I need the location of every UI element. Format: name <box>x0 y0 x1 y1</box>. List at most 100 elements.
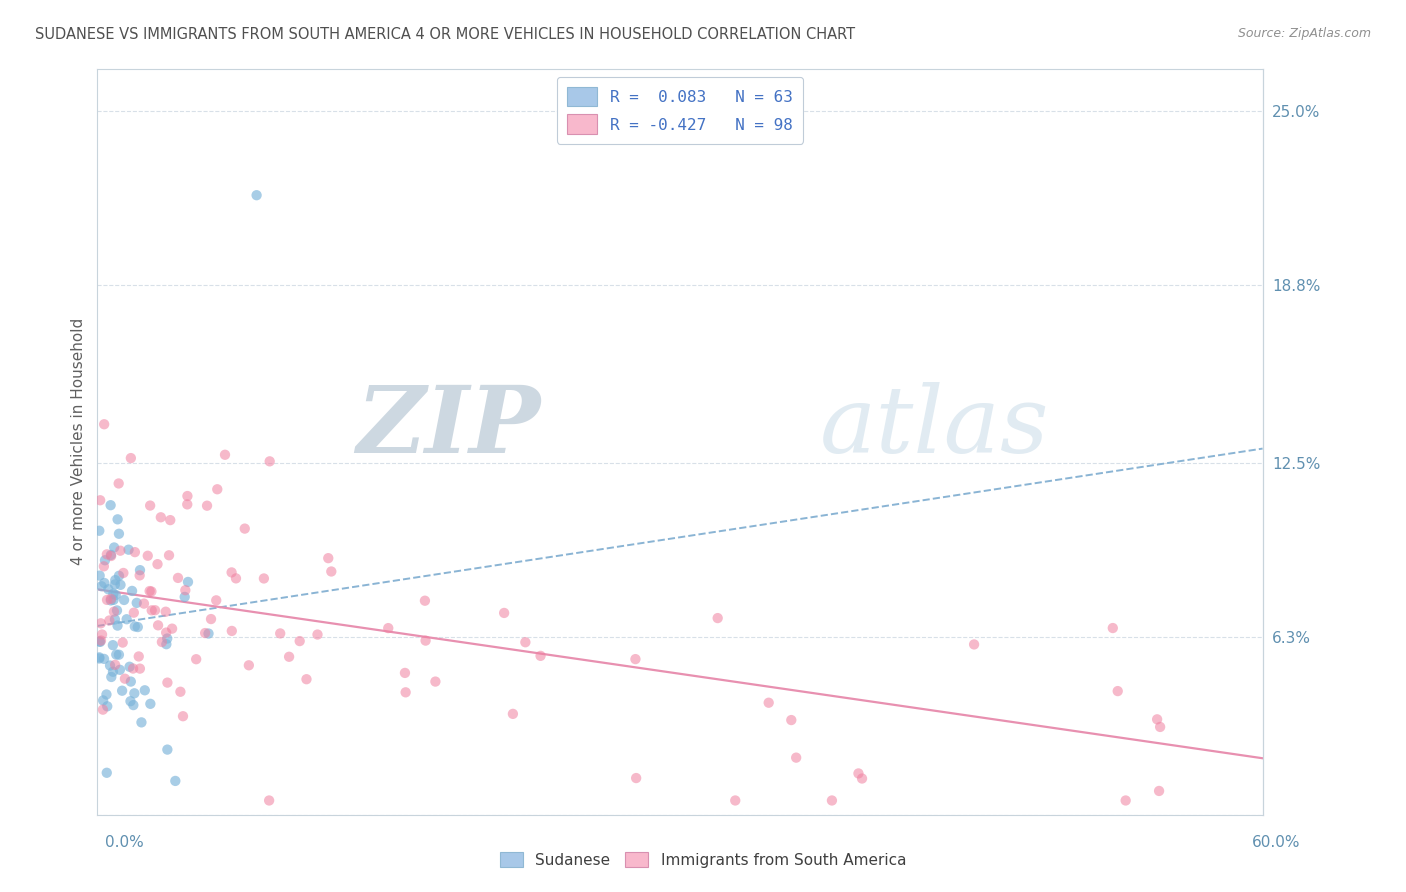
Point <box>149 510 172 524</box>
Point <box>221 566 243 580</box>
Point <box>89 524 111 538</box>
Point <box>259 454 281 468</box>
Point <box>108 526 131 541</box>
Point <box>91 693 114 707</box>
Point <box>93 559 115 574</box>
Text: atlas: atlas <box>820 382 1049 472</box>
Point <box>89 493 111 508</box>
Point <box>118 659 141 673</box>
Point <box>131 715 153 730</box>
Point <box>307 627 329 641</box>
Point <box>295 672 318 686</box>
Point <box>108 648 131 662</box>
Point <box>207 482 229 496</box>
Point <box>174 583 197 598</box>
Point <box>120 694 142 708</box>
Point <box>127 620 149 634</box>
Point <box>176 489 198 503</box>
Point <box>96 547 118 561</box>
Text: 60.0%: 60.0% <box>1253 836 1301 850</box>
Point <box>101 665 124 679</box>
Point <box>93 652 115 666</box>
Point <box>103 593 125 607</box>
Point <box>90 579 112 593</box>
Point <box>848 766 870 780</box>
Point <box>112 566 135 580</box>
Point <box>108 663 131 677</box>
Point <box>1146 712 1168 726</box>
Point <box>122 606 145 620</box>
Point <box>257 793 280 807</box>
Point <box>128 649 150 664</box>
Point <box>91 703 114 717</box>
Point <box>165 773 187 788</box>
Point <box>136 549 159 563</box>
Point <box>100 591 122 606</box>
Point <box>758 696 780 710</box>
Point <box>415 633 437 648</box>
Point <box>233 522 256 536</box>
Point <box>89 634 111 648</box>
Point <box>115 612 138 626</box>
Point <box>104 577 127 591</box>
Point <box>225 571 247 585</box>
Point <box>176 497 198 511</box>
Point <box>134 683 156 698</box>
Point <box>104 573 127 587</box>
Text: ZIP: ZIP <box>356 382 540 472</box>
Point <box>157 549 180 563</box>
Point <box>139 499 162 513</box>
Point <box>93 417 115 432</box>
Point <box>93 576 115 591</box>
Point <box>97 582 120 597</box>
Point <box>146 618 169 632</box>
Point <box>103 605 125 619</box>
Point <box>269 626 291 640</box>
Point <box>413 593 436 607</box>
Point <box>125 596 148 610</box>
Point <box>101 638 124 652</box>
Point <box>124 619 146 633</box>
Point <box>90 616 112 631</box>
Point <box>150 635 173 649</box>
Point <box>96 765 118 780</box>
Point <box>103 587 125 601</box>
Point <box>89 651 111 665</box>
Point <box>129 662 152 676</box>
Point <box>156 632 179 646</box>
Point <box>502 706 524 721</box>
Point <box>395 685 418 699</box>
Point <box>238 658 260 673</box>
Point <box>177 574 200 589</box>
Point <box>288 634 311 648</box>
Point <box>143 603 166 617</box>
Point <box>1101 621 1123 635</box>
Point <box>105 648 128 662</box>
Point <box>167 571 190 585</box>
Point <box>155 625 177 640</box>
Point <box>200 612 222 626</box>
Point <box>98 614 121 628</box>
Point <box>141 584 163 599</box>
Point <box>105 603 128 617</box>
Point <box>186 652 208 666</box>
Point <box>100 498 122 512</box>
Point <box>141 603 163 617</box>
Point <box>111 635 134 649</box>
Point <box>515 635 537 649</box>
Point <box>624 771 647 785</box>
Point <box>785 750 807 764</box>
Point <box>128 568 150 582</box>
Point <box>172 709 194 723</box>
Point <box>91 627 114 641</box>
Point <box>253 572 276 586</box>
Point <box>114 672 136 686</box>
Point <box>1149 720 1171 734</box>
Point <box>94 553 117 567</box>
Point <box>104 588 127 602</box>
Legend: Sudanese, Immigrants from South America: Sudanese, Immigrants from South America <box>494 846 912 873</box>
Point <box>107 476 129 491</box>
Point <box>96 593 118 607</box>
Point <box>246 188 269 202</box>
Point <box>89 635 111 649</box>
